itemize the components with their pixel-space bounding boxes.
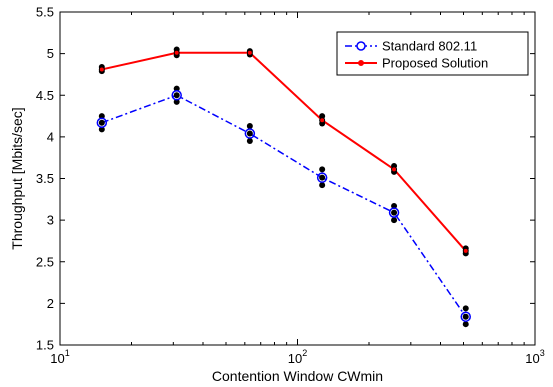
legend-label-proposed: Proposed Solution <box>382 56 488 71</box>
x-tick-label-1: 102 <box>288 348 307 366</box>
sample-point-0-1-0 <box>173 98 180 105</box>
legend: Standard 802.11 Proposed Solution <box>336 31 529 76</box>
data-point-0-5 <box>460 311 471 322</box>
sample-point-0-3-0 <box>319 182 326 189</box>
y-tick-label-8: 5.5 <box>36 5 54 20</box>
sample-point-0-4-0 <box>391 217 398 224</box>
legend-box <box>336 31 529 76</box>
y-tick-label-2: 2.5 <box>36 254 54 269</box>
sample-point-0-1-1 <box>173 92 180 99</box>
y-tick-label-7: 5 <box>47 46 54 61</box>
series-0 <box>96 85 471 328</box>
data-point-1-5 <box>463 248 468 253</box>
sample-point-0-3-1 <box>319 174 326 181</box>
sample-point-1-1-2 <box>173 46 180 53</box>
series-layer <box>96 46 471 328</box>
y-tick-label-1: 2 <box>47 296 54 311</box>
sample-point-0-0-0 <box>98 126 105 133</box>
series-line-1 <box>101 51 467 252</box>
x-tick-label-0: 101 <box>50 348 69 366</box>
x-axis-title: Contention Window CWmin <box>212 368 383 384</box>
data-point-1-3 <box>320 118 325 123</box>
y-axis-title: Throughput [Mbits/sec] <box>9 107 25 249</box>
data-point-0-3 <box>316 172 328 183</box>
y-tick-label-6: 4.5 <box>36 88 54 103</box>
y-tick-label-5: 4 <box>47 129 54 144</box>
sample-point-0-0-2 <box>98 113 105 120</box>
sample-point-1-3-2 <box>319 113 326 120</box>
sample-point-1-4-2 <box>391 163 398 170</box>
data-point-0-1 <box>171 90 182 101</box>
y-tick-label-0: 1.5 <box>36 338 54 353</box>
data-point-0-2 <box>244 128 256 139</box>
x-tick-label-2: 103 <box>525 348 544 366</box>
data-point-1-0 <box>99 67 104 72</box>
y-tick-label-3: 3 <box>47 213 54 228</box>
sample-point-0-2-2 <box>246 123 253 130</box>
sample-point-0-4-1 <box>391 209 398 216</box>
sample-point-0-2-0 <box>246 138 253 145</box>
sample-point-0-5-2 <box>462 305 469 312</box>
legend-marker-proposed <box>358 60 364 66</box>
data-point-0-4 <box>388 207 400 218</box>
sample-point-0-5-1 <box>462 313 469 320</box>
sample-point-0-5-0 <box>462 321 469 328</box>
y-tick-label-4: 3.5 <box>36 171 54 186</box>
legend-marker-standard <box>356 41 366 51</box>
sample-point-0-2-1 <box>246 130 253 137</box>
ticks-layer: 1.5 2 2.5 3 3.5 4 4.5 5 5.5 101 102 103 <box>36 5 545 367</box>
data-point-0-0 <box>96 117 108 128</box>
data-point-1-1 <box>174 50 179 55</box>
sample-point-0-1-2 <box>173 85 180 92</box>
sample-point-0-3-2 <box>319 166 326 173</box>
legend-label-standard: Standard 802.11 <box>382 39 477 54</box>
data-point-1-2 <box>247 50 252 55</box>
series-line-0 <box>101 94 467 318</box>
sample-point-0-0-1 <box>98 119 105 126</box>
sample-point-0-4-2 <box>391 202 398 209</box>
series-1 <box>98 46 469 257</box>
data-point-1-4 <box>392 167 397 172</box>
